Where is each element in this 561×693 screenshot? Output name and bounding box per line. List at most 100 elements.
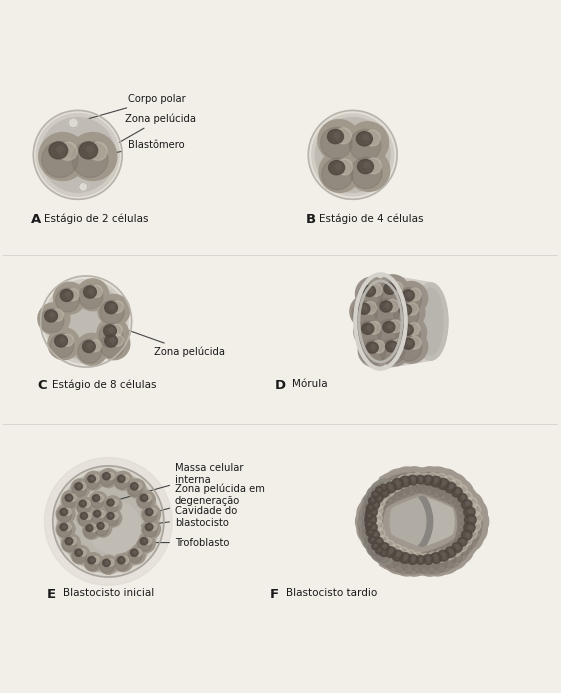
Ellipse shape (379, 489, 381, 491)
Circle shape (71, 479, 90, 498)
Circle shape (61, 334, 73, 346)
Ellipse shape (107, 513, 114, 519)
Ellipse shape (375, 493, 378, 495)
Ellipse shape (105, 475, 108, 477)
Ellipse shape (145, 509, 153, 516)
Circle shape (357, 513, 389, 545)
Ellipse shape (449, 550, 453, 553)
Ellipse shape (328, 130, 343, 143)
Circle shape (468, 520, 481, 532)
Circle shape (90, 286, 102, 297)
Circle shape (84, 525, 97, 538)
Circle shape (57, 523, 72, 537)
Ellipse shape (404, 555, 408, 559)
Circle shape (365, 158, 381, 174)
Ellipse shape (469, 517, 473, 521)
Circle shape (122, 556, 129, 563)
Circle shape (462, 491, 472, 502)
Circle shape (397, 288, 421, 313)
Ellipse shape (105, 301, 117, 314)
Circle shape (430, 547, 456, 572)
Circle shape (111, 513, 118, 520)
Circle shape (57, 508, 72, 522)
Ellipse shape (366, 326, 371, 330)
Circle shape (456, 527, 478, 550)
Text: Blastômero: Blastômero (91, 140, 185, 157)
Circle shape (89, 340, 101, 352)
Polygon shape (359, 281, 445, 362)
Circle shape (373, 484, 395, 507)
Circle shape (392, 340, 404, 352)
Circle shape (371, 479, 401, 509)
Circle shape (142, 508, 157, 522)
Circle shape (378, 491, 388, 502)
Ellipse shape (383, 545, 387, 548)
Circle shape (69, 132, 117, 181)
Ellipse shape (452, 487, 462, 497)
Ellipse shape (412, 557, 415, 561)
Ellipse shape (445, 482, 456, 493)
Circle shape (57, 471, 159, 572)
Circle shape (89, 142, 107, 160)
Ellipse shape (462, 495, 465, 499)
Ellipse shape (383, 486, 385, 489)
Circle shape (40, 308, 64, 333)
Circle shape (322, 159, 353, 190)
Ellipse shape (407, 341, 411, 345)
Circle shape (363, 527, 385, 550)
Circle shape (466, 498, 477, 509)
Circle shape (127, 545, 146, 564)
Circle shape (383, 485, 395, 496)
Ellipse shape (88, 556, 95, 564)
Ellipse shape (357, 159, 374, 174)
Ellipse shape (371, 491, 379, 498)
Circle shape (111, 301, 123, 313)
Circle shape (371, 534, 401, 564)
Ellipse shape (329, 161, 344, 175)
Circle shape (350, 130, 381, 161)
Circle shape (99, 555, 118, 574)
Circle shape (430, 475, 456, 500)
Ellipse shape (60, 338, 65, 342)
Circle shape (128, 482, 142, 496)
Circle shape (378, 543, 402, 568)
Circle shape (72, 549, 86, 563)
Circle shape (351, 157, 382, 188)
Circle shape (393, 473, 417, 498)
Ellipse shape (380, 301, 392, 312)
Circle shape (393, 550, 417, 574)
Circle shape (393, 316, 426, 349)
Ellipse shape (389, 286, 393, 290)
Ellipse shape (109, 328, 113, 332)
Ellipse shape (374, 493, 383, 502)
Ellipse shape (369, 531, 372, 534)
Ellipse shape (66, 292, 70, 297)
Circle shape (456, 497, 478, 519)
Text: E: E (47, 588, 56, 601)
Ellipse shape (397, 481, 401, 485)
Ellipse shape (438, 550, 449, 561)
Circle shape (375, 490, 383, 498)
Circle shape (100, 334, 124, 358)
Circle shape (91, 510, 105, 524)
Ellipse shape (78, 484, 80, 487)
Ellipse shape (402, 338, 415, 349)
Circle shape (445, 484, 468, 507)
Ellipse shape (79, 142, 98, 159)
Ellipse shape (57, 146, 63, 152)
Circle shape (84, 500, 90, 507)
Circle shape (85, 475, 99, 489)
Circle shape (376, 538, 408, 570)
Ellipse shape (369, 536, 376, 543)
Circle shape (370, 482, 390, 502)
Ellipse shape (385, 304, 389, 308)
Text: C: C (38, 379, 47, 392)
Circle shape (141, 505, 160, 523)
Circle shape (366, 486, 387, 506)
Circle shape (365, 495, 380, 511)
Circle shape (72, 141, 108, 177)
Circle shape (135, 482, 142, 490)
Ellipse shape (374, 537, 383, 546)
Ellipse shape (423, 554, 434, 564)
Circle shape (318, 120, 360, 161)
